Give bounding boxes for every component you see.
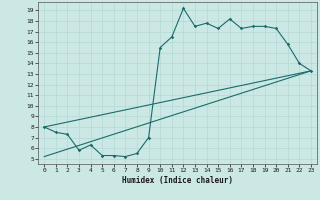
X-axis label: Humidex (Indice chaleur): Humidex (Indice chaleur) — [122, 176, 233, 185]
